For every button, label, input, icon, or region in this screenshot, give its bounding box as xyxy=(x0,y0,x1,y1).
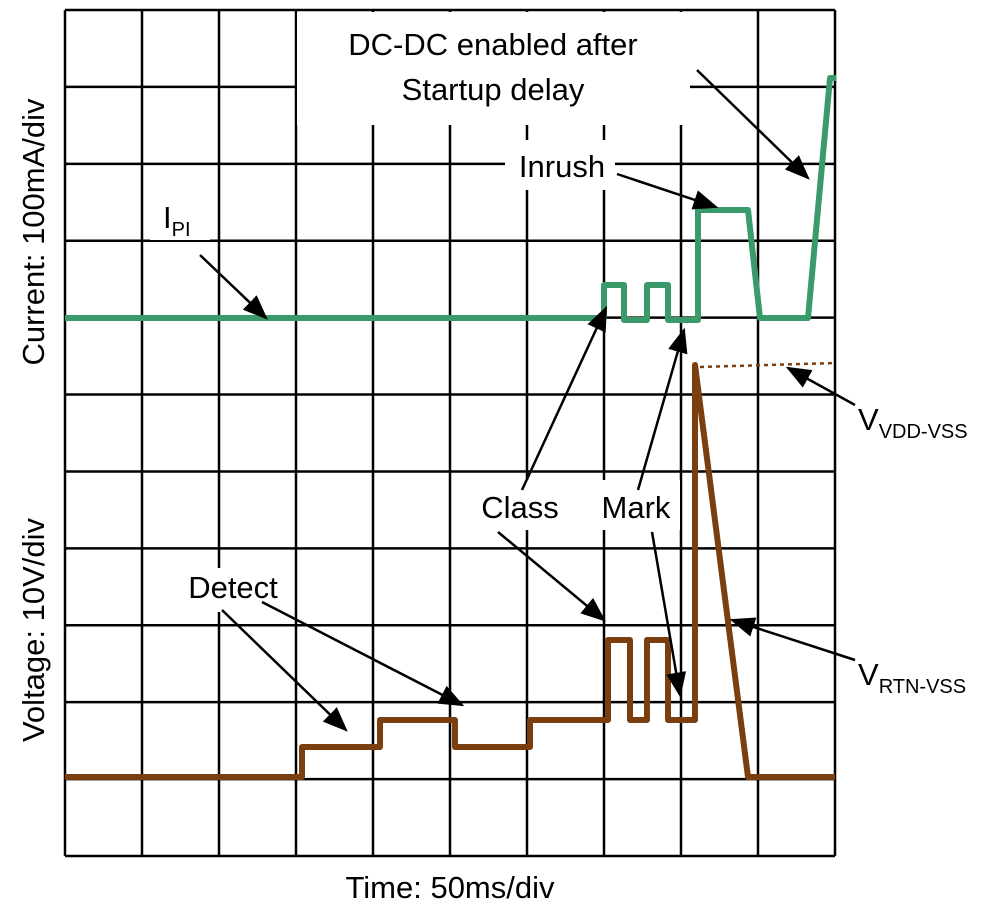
label-box xyxy=(505,140,615,190)
signal-label: IPI xyxy=(163,200,191,241)
signal-main: V xyxy=(858,657,879,692)
label-box xyxy=(590,480,680,530)
x-axis-label: Time: 50ms/div xyxy=(345,870,555,905)
annotation: DC-DC enabled after xyxy=(348,27,637,62)
current-waveform xyxy=(65,75,836,323)
annotation: Inrush xyxy=(519,149,605,184)
label-box xyxy=(150,185,210,240)
signal-sub: VDD-VSS xyxy=(879,421,968,443)
annotation: Mark xyxy=(602,490,671,525)
annotation: Startup delay xyxy=(402,72,585,107)
annotation: Class xyxy=(481,490,559,525)
signal-label: VRTN-VSS xyxy=(858,657,966,698)
arrows xyxy=(199,69,856,732)
signal-label: VVDD-VSS xyxy=(858,402,968,443)
vdd-level xyxy=(699,361,836,369)
label-box xyxy=(470,480,570,530)
label-box xyxy=(172,568,294,612)
y-axis-label: Voltage: 10V/div xyxy=(16,517,51,742)
signal-sub: PI xyxy=(172,219,191,241)
grid xyxy=(63,8,837,858)
signal-main: V xyxy=(858,402,879,437)
annotation: Detect xyxy=(188,570,278,605)
y-axis-label: Current: 100mA/div xyxy=(16,98,51,366)
label-box xyxy=(297,12,690,125)
signal-sub: RTN-VSS xyxy=(879,676,966,698)
voltage-waveform xyxy=(65,362,835,780)
signal-main: I xyxy=(163,200,172,235)
